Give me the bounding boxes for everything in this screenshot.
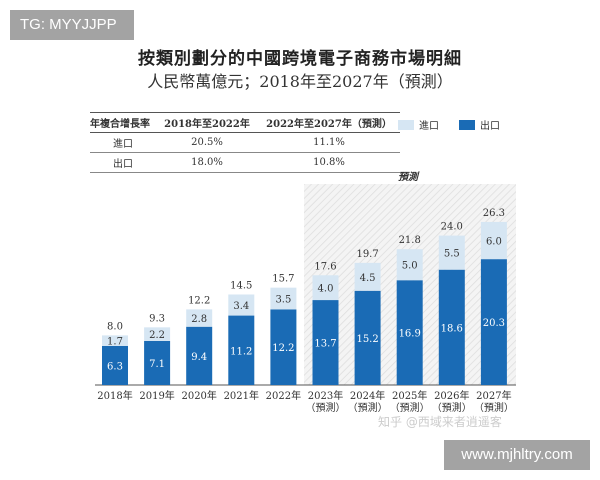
data-label: 9.4 [191, 352, 207, 363]
data-label: 26.3 [483, 208, 505, 219]
bar-export [270, 309, 297, 385]
legend-swatch [459, 119, 475, 130]
cell: 出口 [90, 152, 156, 173]
bar-export [438, 269, 465, 385]
bar-import [228, 294, 255, 316]
chart-subtitle: 人民幣萬億元；2018年至2027年（預測） [147, 72, 453, 91]
x-tick-label: 2027年 [476, 389, 511, 402]
data-label: 2.8 [191, 314, 207, 325]
data-label: 16.9 [399, 329, 421, 340]
bar-export [354, 290, 381, 385]
x-tick-label: （預測） [306, 401, 346, 414]
chart-title: 按類別劃分的中國跨境電子商務市場明細 [138, 49, 462, 69]
bar-export [186, 326, 213, 385]
bar-import [438, 235, 465, 270]
x-tick-label: 2021年 [224, 389, 259, 402]
bar-export [144, 340, 171, 385]
x-tick-label: 2019年 [139, 389, 174, 402]
x-tick-label: 2025年 [392, 389, 427, 402]
data-label: 21.8 [399, 235, 421, 246]
bar-import [186, 309, 213, 327]
data-label: 17.6 [314, 261, 336, 272]
bar-export [312, 300, 339, 385]
data-label: 7.1 [149, 359, 165, 370]
data-label: 9.3 [149, 313, 165, 324]
zhihu-watermark: 知乎 @西域来者逍遥客 [378, 415, 502, 429]
legend-label: 進口 [419, 121, 439, 132]
x-tick-label: 2024年 [350, 389, 385, 402]
forecast-label: 預測 [398, 171, 420, 183]
bar-import [396, 249, 423, 281]
x-tick-label: （預測） [390, 401, 430, 414]
data-label: 4.0 [318, 284, 334, 295]
data-label: 8.0 [107, 321, 123, 332]
x-tick-label: 2022年 [266, 389, 301, 402]
data-label: 12.2 [188, 295, 210, 306]
legend-export: 出口 [459, 117, 500, 132]
bar-import [480, 221, 507, 260]
data-label: 1.7 [107, 337, 123, 348]
bar-import [354, 262, 381, 291]
data-label: 6.0 [486, 237, 502, 248]
data-label: 11.2 [230, 346, 252, 357]
data-label: 4.5 [360, 273, 376, 284]
data-label: 15.7 [272, 274, 294, 285]
table-row: 出口 18.0% 10.8% [90, 152, 400, 173]
data-label: 3.4 [233, 301, 249, 312]
cell: 18.0% [156, 152, 258, 173]
th: 2022年至2027年（預測） [258, 112, 400, 133]
x-tick-label: （預測） [432, 401, 472, 414]
table-row: 進口 20.5% 11.1% [90, 132, 400, 153]
x-tick-label: （預測） [348, 401, 388, 414]
x-tick-label: 2018年 [97, 389, 132, 402]
th: 2018年至2022年 [156, 112, 258, 133]
cagr-table: 年複合增長率 2018年至2022年 2022年至2027年（預測） 進口 20.5%… [90, 112, 400, 173]
x-tick-label: 2020年 [181, 389, 216, 402]
cell: 10.8% [258, 152, 400, 173]
data-label: 5.0 [402, 261, 418, 272]
data-label: 18.6 [441, 323, 463, 334]
data-label: 3.5 [275, 295, 291, 306]
legend-label: 出口 [480, 121, 500, 132]
data-label: 5.5 [444, 249, 460, 260]
bar-export [102, 345, 128, 385]
x-tick-label: 2026年 [434, 389, 469, 402]
cell: 11.1% [258, 132, 400, 153]
bar-import [270, 287, 297, 310]
data-label: 15.2 [356, 334, 378, 345]
data-label: 14.5 [230, 280, 252, 291]
x-tick-label: （預測） [474, 401, 514, 414]
th: 年複合增長率 [90, 112, 156, 133]
cell: 進口 [90, 132, 156, 153]
bar-import [144, 327, 171, 341]
cell: 20.5% [156, 132, 258, 153]
data-label: 20.3 [483, 318, 505, 329]
bar-import [102, 335, 128, 346]
bar-import [312, 275, 339, 301]
legend-swatch [398, 119, 414, 130]
data-label: 19.7 [356, 249, 378, 260]
bar-export [480, 259, 507, 385]
x-tick-label: 2023年 [308, 389, 343, 402]
data-label: 12.2 [272, 343, 294, 354]
bar-export [396, 280, 423, 385]
data-label: 2.2 [149, 330, 165, 341]
legend-import: 進口 [398, 117, 439, 132]
url-watermark: www.mjhltry.com [444, 440, 590, 470]
data-label: 24.0 [441, 222, 463, 233]
data-label: 13.7 [314, 339, 336, 350]
data-label: 6.3 [107, 361, 123, 372]
bar-export [228, 315, 255, 385]
tg-watermark: TG: MYYJJPP [10, 10, 134, 40]
